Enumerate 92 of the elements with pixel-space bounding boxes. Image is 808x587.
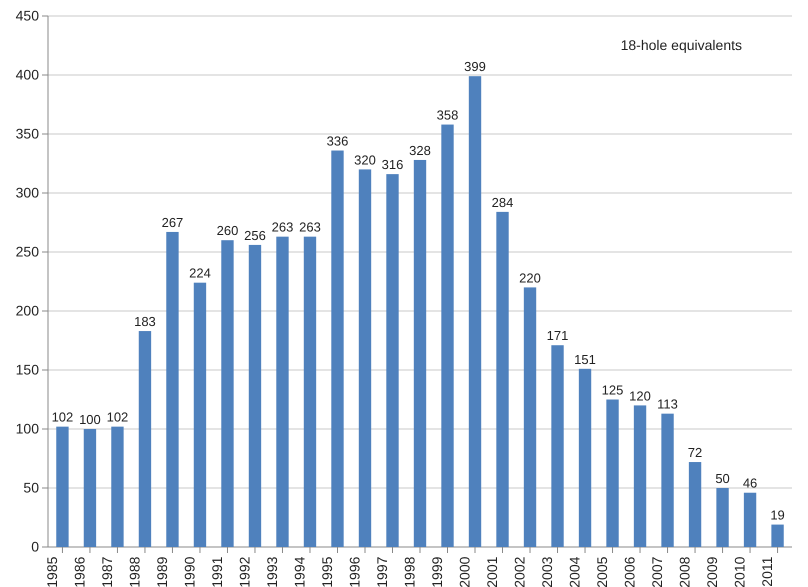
bar: [634, 405, 646, 547]
x-tick-label: 1985: [44, 556, 60, 587]
data-label: 183: [134, 314, 156, 330]
y-tick-label: 200: [16, 302, 40, 318]
x-tick-label: 2002: [511, 556, 528, 587]
x-tick-label: 2009: [704, 556, 720, 587]
data-label: 46: [742, 476, 758, 491]
data-label: 328: [409, 142, 431, 158]
bar: [771, 524, 784, 547]
data-label: 100: [79, 412, 101, 427]
y-tick-label: 350: [16, 125, 40, 142]
x-tick-label: 1987: [98, 556, 115, 587]
data-label: 102: [52, 410, 74, 425]
data-label: 102: [106, 410, 128, 425]
data-label: 220: [519, 270, 541, 286]
bar: [84, 429, 96, 547]
bar: [716, 488, 729, 547]
data-label: 256: [244, 228, 266, 243]
x-tick-label: 2000: [456, 556, 472, 587]
bar: [744, 492, 756, 547]
data-label: 316: [382, 157, 404, 172]
data-label: 336: [326, 134, 348, 149]
y-tick-label: 450: [16, 7, 40, 24]
bar: [441, 124, 454, 547]
x-tick-label: 1997: [374, 556, 390, 587]
bar: [138, 331, 152, 547]
x-tick-label: 1994: [291, 556, 308, 587]
data-label: 399: [464, 59, 486, 74]
bar: [304, 236, 316, 547]
bar: [358, 169, 372, 547]
bar: [496, 212, 509, 547]
bar: [468, 76, 482, 547]
data-label: 50: [715, 471, 730, 486]
data-label: 19: [770, 508, 785, 523]
x-tick-label: 2003: [538, 556, 555, 587]
bar: [386, 174, 399, 547]
bar: [661, 414, 674, 547]
bar: [524, 287, 536, 547]
data-label: 284: [492, 194, 514, 210]
x-tick-label: 2011: [758, 556, 775, 587]
y-tick-label: 250: [16, 243, 40, 260]
x-tick-label: 2010: [731, 556, 748, 587]
bar: [578, 368, 592, 547]
y-tick-label: 400: [16, 66, 40, 82]
x-tick-label: 1995: [318, 556, 335, 587]
bar: [688, 462, 702, 547]
y-tick-label: 150: [16, 361, 40, 378]
bar: [276, 236, 289, 547]
data-label: 263: [272, 220, 294, 235]
bar: [551, 345, 564, 547]
bar: [221, 240, 234, 547]
x-tick-label: 1988: [126, 556, 142, 587]
bar: [111, 426, 124, 547]
bar: [414, 160, 426, 547]
data-label: 358: [436, 108, 458, 123]
data-label: 267: [162, 214, 184, 230]
data-label: 72: [688, 445, 702, 460]
x-tick-label: 1996: [346, 556, 362, 587]
data-label: 260: [216, 223, 238, 238]
bar: [166, 232, 179, 547]
x-tick-label: 1992: [236, 556, 252, 587]
x-tick-label: 2001: [484, 556, 500, 587]
x-tick-label: 1998: [401, 556, 418, 587]
y-tick-label: 50: [23, 479, 40, 496]
data-label: 320: [354, 152, 376, 168]
bar: [248, 244, 262, 547]
x-tick-label: 1989: [154, 556, 170, 587]
x-tick-label: 2007: [648, 556, 665, 587]
data-label: 263: [299, 220, 321, 235]
y-tick-label: 0: [31, 538, 40, 554]
x-tick-label: 1993: [264, 556, 280, 587]
bar: [606, 400, 619, 547]
data-label: 151: [574, 352, 596, 367]
bar: [56, 426, 69, 547]
y-tick-label: 300: [16, 184, 40, 200]
data-label: 125: [602, 382, 624, 398]
y-tick-label: 100: [16, 420, 40, 436]
bar: [194, 282, 206, 547]
x-tick-label: 2005: [594, 556, 610, 587]
x-tick-label: 1999: [428, 556, 445, 587]
x-tick-label: 2008: [676, 556, 692, 587]
x-tick-label: 2006: [621, 556, 638, 587]
data-label: 224: [189, 266, 211, 281]
x-tick-label: 2004: [566, 556, 582, 587]
data-label: 171: [546, 328, 568, 344]
bar: [331, 150, 344, 547]
x-tick-label: 1986: [71, 556, 88, 587]
data-label: 113: [657, 396, 678, 412]
x-tick-label: 1990: [181, 556, 198, 587]
data-label: 120: [629, 388, 651, 404]
x-tick-label: 1991: [208, 556, 225, 587]
annotation: 18-hole equivalents: [620, 37, 742, 53]
